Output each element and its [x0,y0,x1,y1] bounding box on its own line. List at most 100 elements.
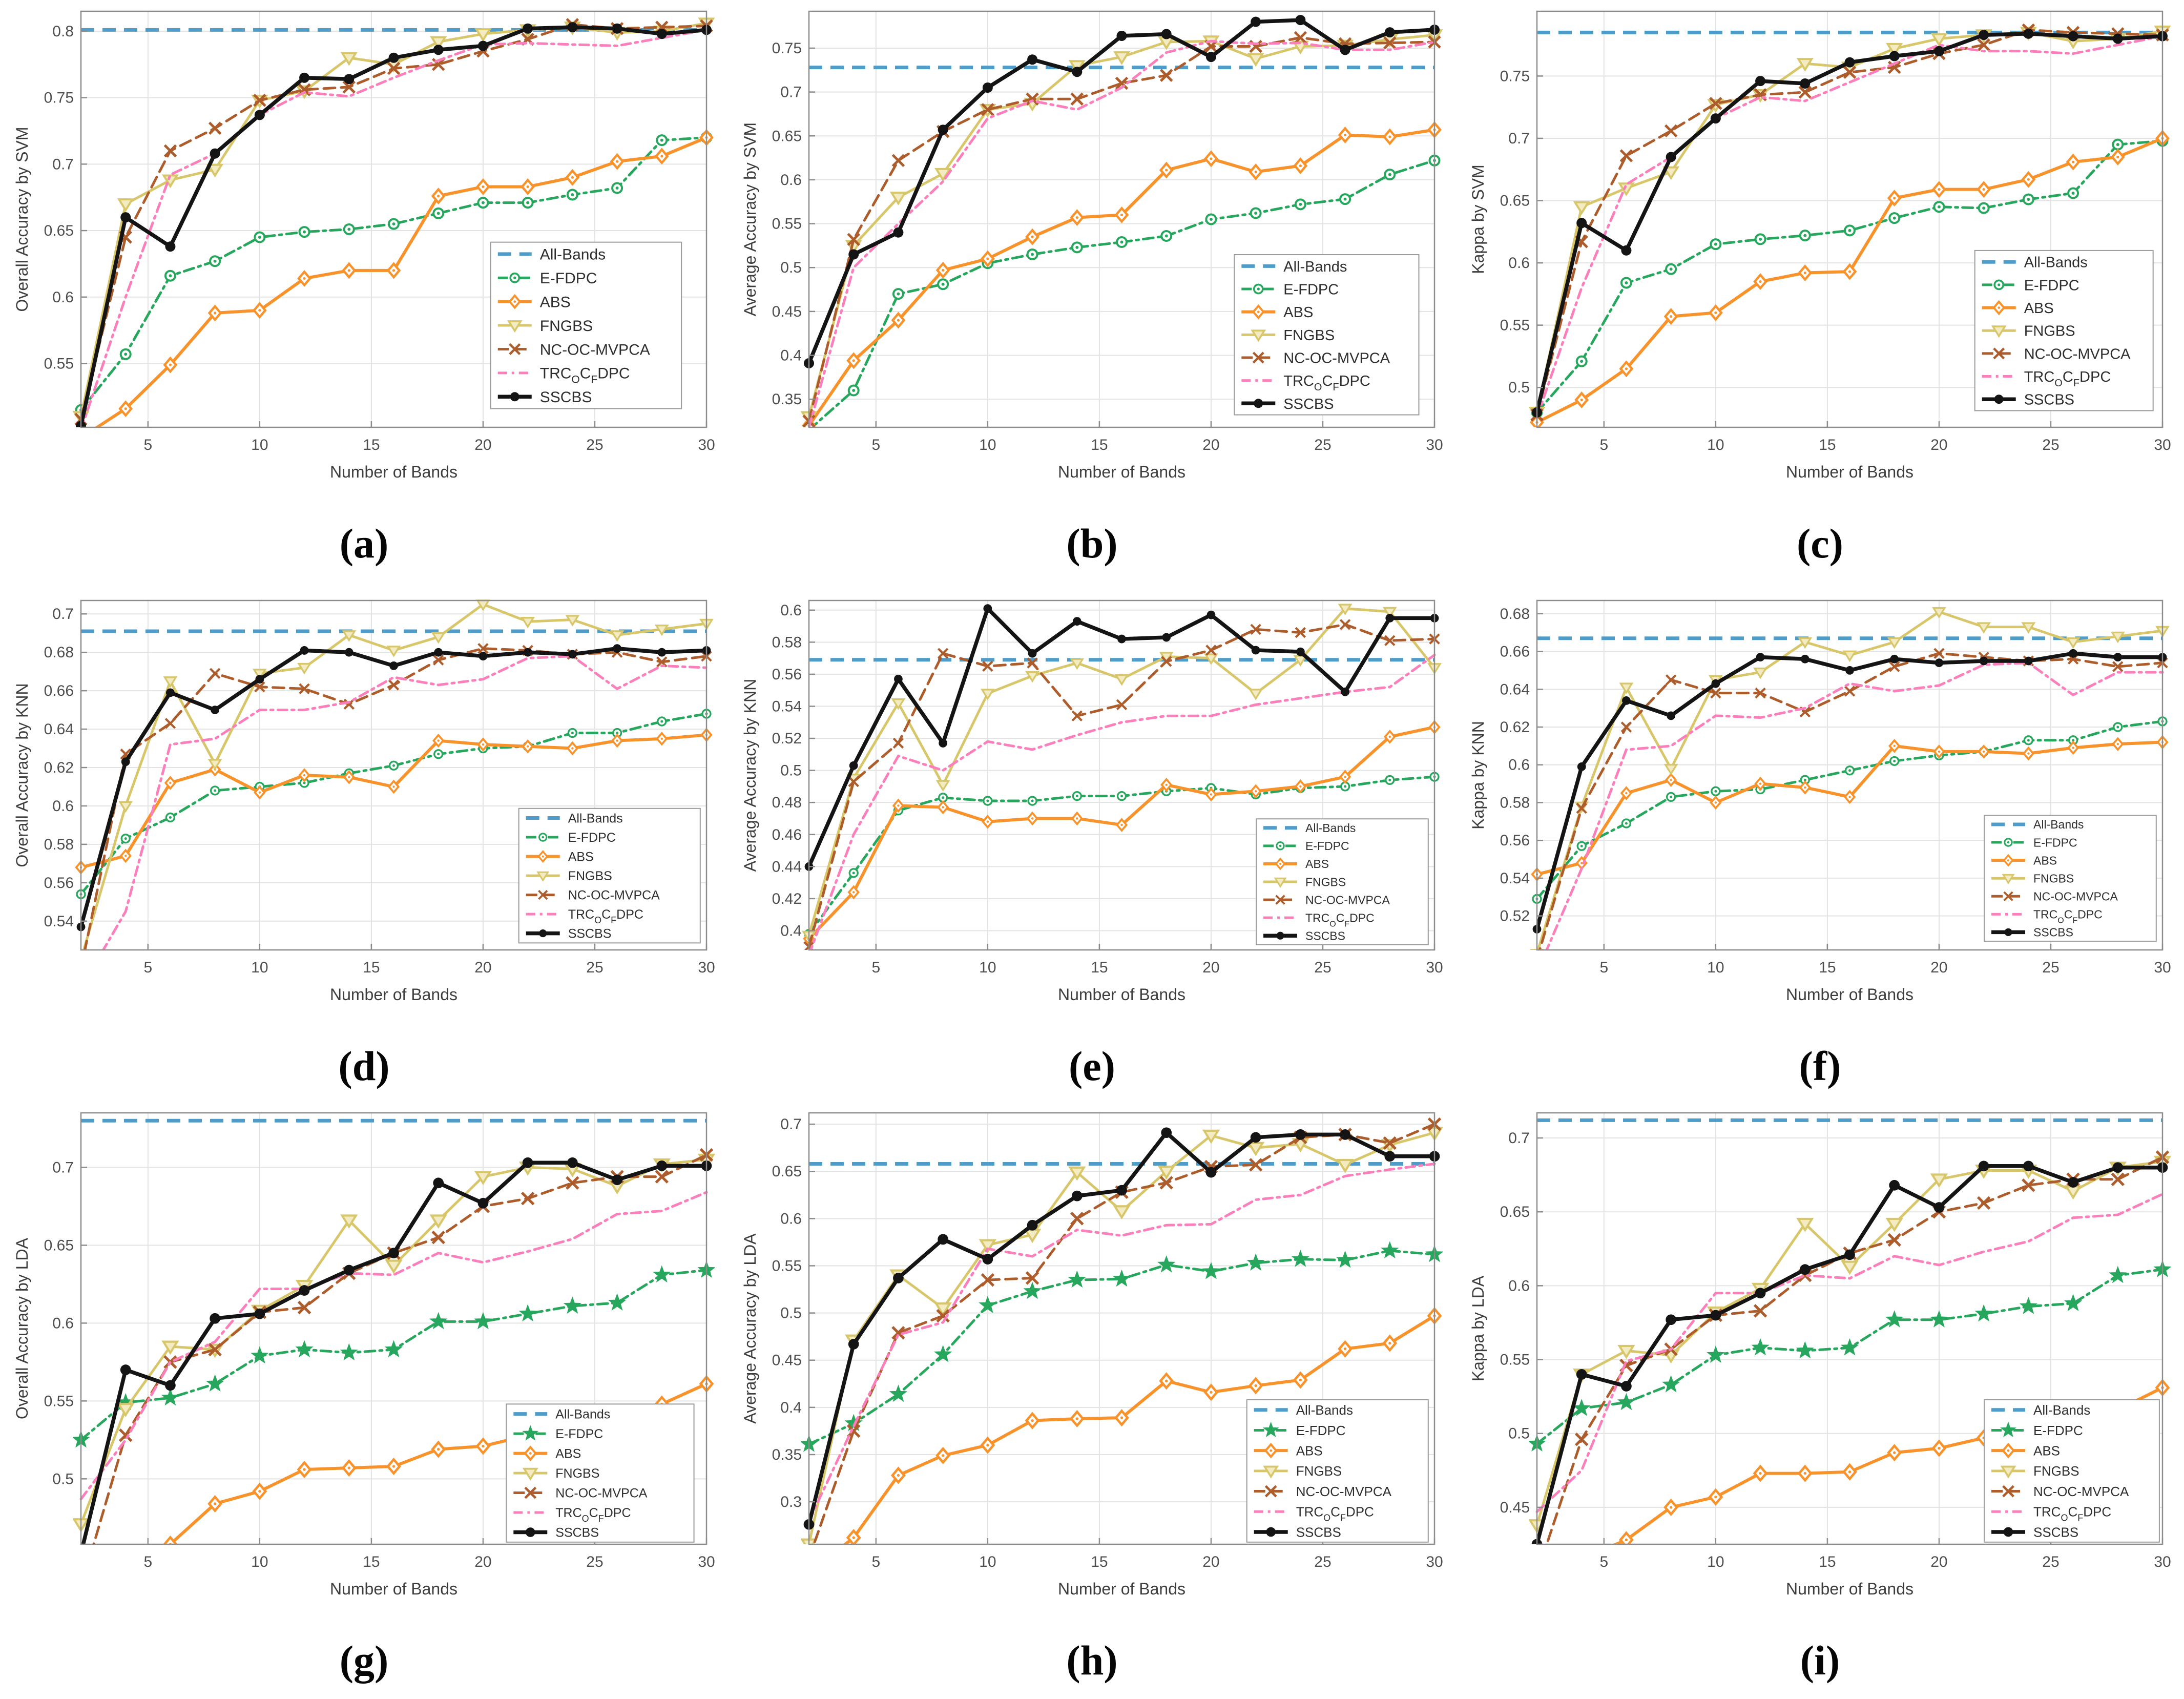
x-tick-label: 25 [1314,959,1331,976]
svg-text:All-Bands: All-Bands [555,1407,610,1422]
legend: All-Bands E-FDPC ABS FNGBS NC-OC-MVPCA TRCOCF… [1246,1399,1429,1543]
svg-text:SSCBS: SSCBS [555,1526,599,1540]
svg-text:All-Bands: All-Bands [1305,821,1356,835]
chart-c-caption: (c) [1796,520,1843,567]
svg-text:NC-OC-MVPCA: NC-OC-MVPCA [1296,1484,1392,1499]
series-group [73,17,715,427]
y-tick-label: 0.6 [1508,757,1530,774]
svg-text:FNGBS: FNGBS [2024,323,2075,340]
x-axis-label: Number of Bands [1786,985,1913,1004]
series-trc_oc_fdpc [101,655,708,950]
x-axis-label: Number of Bands [1786,1580,1913,1598]
y-tick-label: 0.44 [772,858,802,875]
svg-text:ABS: ABS [2033,854,2057,867]
y-axis-label: Average Accuracy by KNN [741,679,759,872]
y-axis-label: Overall Accuracy by SVM [13,127,31,312]
x-tick-label: 10 [251,959,268,976]
chart-i-canvas: 5 10 15 20 25 30 0.45 0.5 0.55 0.6 0.65 0.7 Number o… [1469,1112,2171,1598]
svg-text:NC-OC-MVPCA: NC-OC-MVPCA [2024,346,2131,362]
y-tick-label: 0.55 [44,355,74,372]
svg-text:All-Bands: All-Bands [2033,818,2084,831]
x-tick-label: 5 [1599,959,1608,976]
svg-text:TRCOCFDPC: TRCOCFDPC [2024,369,2111,389]
svg-text:TRCOCFDPC: TRCOCFDPC [1296,1504,1374,1523]
svg-text:TRCOCFDPC: TRCOCFDPC [2033,1504,2111,1523]
x-tick-label: 20 [474,437,491,453]
y-tick-label: 0.6 [780,1210,802,1227]
svg-text:ABS: ABS [555,1447,581,1461]
chart-i-plot: 5 10 15 20 25 30 0.45 0.5 0.55 0.6 0.65 0.7 Number o… [1456,1102,2184,1634]
series-group [1529,23,2171,427]
chart-f-canvas: 5 10 15 20 25 30 0.52 0.54 0.56 0.58 0.6 0.62 0.64 0.… [1469,599,2171,1004]
svg-text:All-Bands: All-Bands [1283,259,1347,275]
x-tick-label: 5 [143,959,152,976]
y-tick-label: 0.7 [1508,130,1530,147]
x-tick-label: 5 [871,437,880,453]
y-tick-label: 0.7 [52,1159,74,1176]
x-tick-label: 20 [1202,1553,1219,1570]
x-tick-label: 15 [363,959,380,976]
svg-text:ABS: ABS [1283,304,1313,321]
x-tick-label: 30 [698,959,715,976]
series-trc_oc_fdpc [1535,1193,2164,1514]
y-tick-label: 0.8 [52,23,74,40]
y-tick-label: 0.66 [1500,644,1530,660]
svg-text:FNGBS: FNGBS [1296,1463,1342,1479]
svg-text:All-Bands: All-Bands [2024,255,2088,271]
series-nc-oc-mvpca [1535,28,2164,417]
y-tick-label: 0.75 [44,90,74,107]
y-tick-label: 0.56 [44,875,74,892]
x-axis-label: Number of Bands [330,463,457,481]
svg-text:FNGBS: FNGBS [1283,327,1335,344]
chart-g-plot: 5 10 15 20 25 30 0.5 0.55 0.6 0.65 0.7 Number of Ba… [0,1102,728,1634]
y-tick-label: 0.54 [44,913,74,930]
chart-b-plot: 5 10 15 20 25 30 0.35 0.4 0.45 0.5 0.55 0.6 0.65 0.7 0… [728,0,1456,517]
series-trc_oc_fdpc [80,28,708,427]
y-tick-label: 0.62 [1500,719,1530,736]
svg-text:SSCBS: SSCBS [568,927,612,941]
svg-text:E-FDPC: E-FDPC [2033,1423,2083,1438]
y-tick-label: 0.58 [44,836,74,853]
chart-a: 5 10 15 20 25 30 0.55 0.6 0.65 0.7 0.75 0.8 Number o… [0,0,728,589]
y-tick-label: 0.6 [1508,1277,1530,1294]
chart-e-plot: 5 10 15 20 25 30 0.4 0.42 0.44 0.46 0.48 0.5 0.52 0.5… [728,589,1456,1040]
svg-text:FNGBS: FNGBS [555,1466,599,1481]
chart-c: 5 10 15 20 25 30 0.5 0.55 0.6 0.65 0.7 0.75 Number o… [1456,0,2184,589]
y-tick-label: 0.75 [772,40,802,57]
x-tick-label: 15 [1819,437,1836,453]
x-axis-label: Number of Bands [1058,985,1185,1004]
svg-text:SSCBS: SSCBS [2033,926,2073,939]
svg-text:SSCBS: SSCBS [1283,396,1334,412]
x-tick-label: 25 [2042,1553,2059,1570]
svg-text:SSCBS: SSCBS [1296,1524,1341,1540]
svg-text:NC-OC-MVPCA: NC-OC-MVPCA [1305,893,1390,906]
y-tick-label: 0.46 [772,826,802,843]
y-tick-label: 0.65 [1500,193,1530,210]
svg-text:ABS: ABS [2033,1443,2060,1459]
y-tick-label: 0.45 [772,1352,802,1369]
svg-text:All-Bands: All-Bands [2033,1402,2090,1418]
y-axis-label: Kappa by LDA [1469,1275,1487,1381]
x-tick-label: 20 [1930,959,1947,976]
legend: All-Bands E-FDPC ABS FNGBS NC-OC-MVPCA TRCOCF… [518,807,701,944]
y-tick-label: 0.55 [1500,1352,1530,1369]
chart-h-plot: 5 10 15 20 25 30 0.3 0.35 0.4 0.45 0.5 0.55 0.6 0.65 0… [728,1102,1456,1634]
y-tick-label: 0.65 [44,222,74,239]
y-tick-label: 0.68 [1500,606,1530,623]
y-tick-label: 0.35 [772,1446,802,1463]
y-tick-label: 0.52 [772,730,802,747]
x-tick-label: 20 [1930,1553,1947,1570]
svg-text:TRCOCFDPC: TRCOCFDPC [2033,908,2103,925]
y-tick-label: 0.55 [44,1393,74,1410]
svg-text:NC-OC-MVPCA: NC-OC-MVPCA [568,888,660,903]
x-tick-label: 25 [586,437,603,453]
y-tick-label: 0.66 [44,682,74,699]
y-tick-label: 0.45 [1500,1499,1530,1516]
svg-text:E-FDPC: E-FDPC [540,270,597,287]
x-axis-label: Number of Bands [330,985,457,1004]
x-tick-label: 5 [871,959,880,976]
y-tick-label: 0.6 [52,289,74,306]
y-tick-label: 0.55 [1500,317,1530,334]
y-tick-label: 0.56 [1500,832,1530,849]
